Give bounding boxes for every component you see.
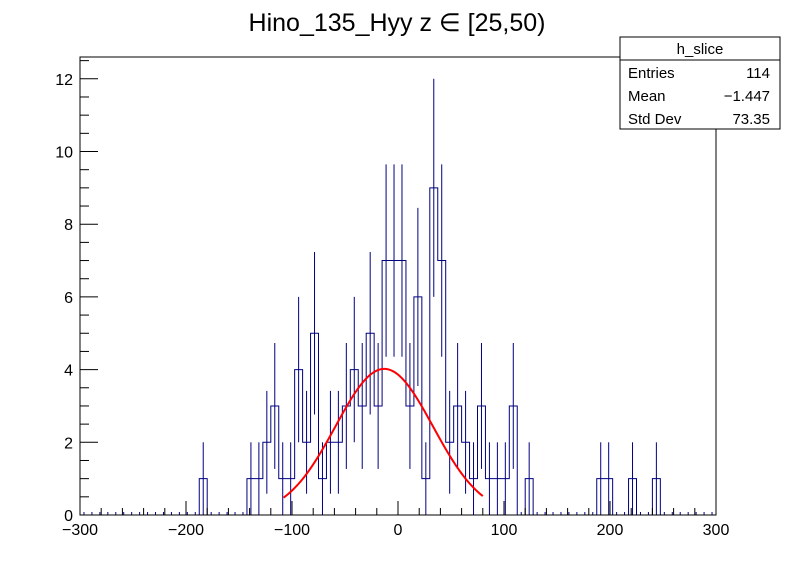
stats-box: h_slice Entries 114 Mean −1.447 Std Dev … — [619, 36, 781, 130]
stats-stddev-label: Std Dev — [628, 111, 682, 128]
y-tick-label: 8 — [64, 217, 73, 234]
y-tick-label: 2 — [64, 435, 73, 452]
histogram-outline — [80, 187, 716, 516]
stats-entries-value: 114 — [746, 65, 770, 82]
x-tick-label: 0 — [394, 522, 403, 539]
y-tick-label: 10 — [55, 145, 73, 162]
plot-area — [80, 78, 716, 516]
y-tick-label: 6 — [64, 290, 73, 307]
chart-title: Hino_135_Hyy z ∈ [25,50) — [249, 9, 546, 37]
y-tick-label: 12 — [55, 72, 73, 89]
x-tick-label: 300 — [703, 522, 730, 539]
axes: −300 −200 −100 0 100 200 300 0 2 4 6 8 10 12 — [55, 56, 730, 539]
x-tick-label: −300 — [62, 522, 98, 539]
stats-stddev-value: 73.35 — [732, 111, 770, 128]
x-tick-label: −100 — [274, 522, 310, 539]
x-tick-label: −200 — [168, 522, 204, 539]
stats-mean-label: Mean — [628, 88, 666, 105]
stats-box-title: h_slice — [677, 41, 724, 58]
y-tick-label: 0 — [64, 508, 73, 525]
x-tick-label: 200 — [597, 522, 624, 539]
gaussian-fit-curve — [282, 367, 484, 499]
stats-box-frame — [619, 36, 781, 130]
y-tick-label: 4 — [64, 363, 73, 380]
x-tick-label: 100 — [491, 522, 518, 539]
stats-entries-label: Entries — [628, 65, 675, 82]
stats-mean-value: −1.447 — [724, 88, 770, 105]
